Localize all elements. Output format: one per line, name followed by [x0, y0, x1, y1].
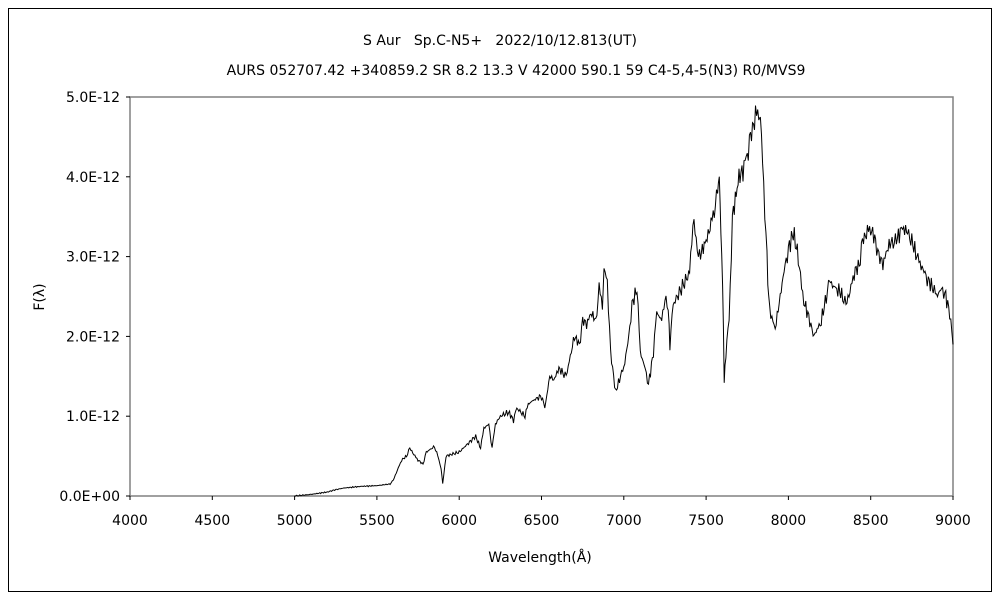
y-tick-label: 0.0E+00	[59, 489, 120, 505]
x-tick-label: 4500	[194, 513, 230, 529]
x-tick-label: 5500	[359, 513, 395, 529]
y-tick-label: 5.0E-12	[66, 90, 120, 106]
x-axis-label: Wavelength(Å)	[488, 549, 592, 566]
y-tick-label: 4.0E-12	[66, 170, 120, 186]
x-tick-label: 6500	[524, 513, 560, 529]
x-tick-label: 7000	[606, 513, 642, 529]
x-tick-label: 5000	[277, 513, 313, 529]
x-tick-label: 4000	[112, 513, 148, 529]
y-tick-label: 2.0E-12	[66, 329, 120, 345]
x-tick-label: 9000	[935, 513, 971, 529]
chart-border	[8, 8, 992, 592]
y-tick-label: 3.0E-12	[66, 250, 120, 266]
spectrum-line	[294, 105, 954, 497]
chart-title: S Aur Sp.C-N5+ 2022/10/12.813(UT)	[363, 33, 637, 49]
chart-subtitle: AURS 052707.42 +340859.2 SR 8.2 13.3 V 4…	[227, 63, 806, 79]
x-tick-label: 7500	[688, 513, 724, 529]
y-tick-label: 1.0E-12	[66, 409, 120, 425]
x-tick-label: 6000	[441, 513, 477, 529]
y-axis-label: F(λ)	[32, 283, 48, 310]
plot-area	[129, 96, 954, 497]
x-tick-label: 8500	[853, 513, 889, 529]
x-tick-label: 8000	[771, 513, 807, 529]
